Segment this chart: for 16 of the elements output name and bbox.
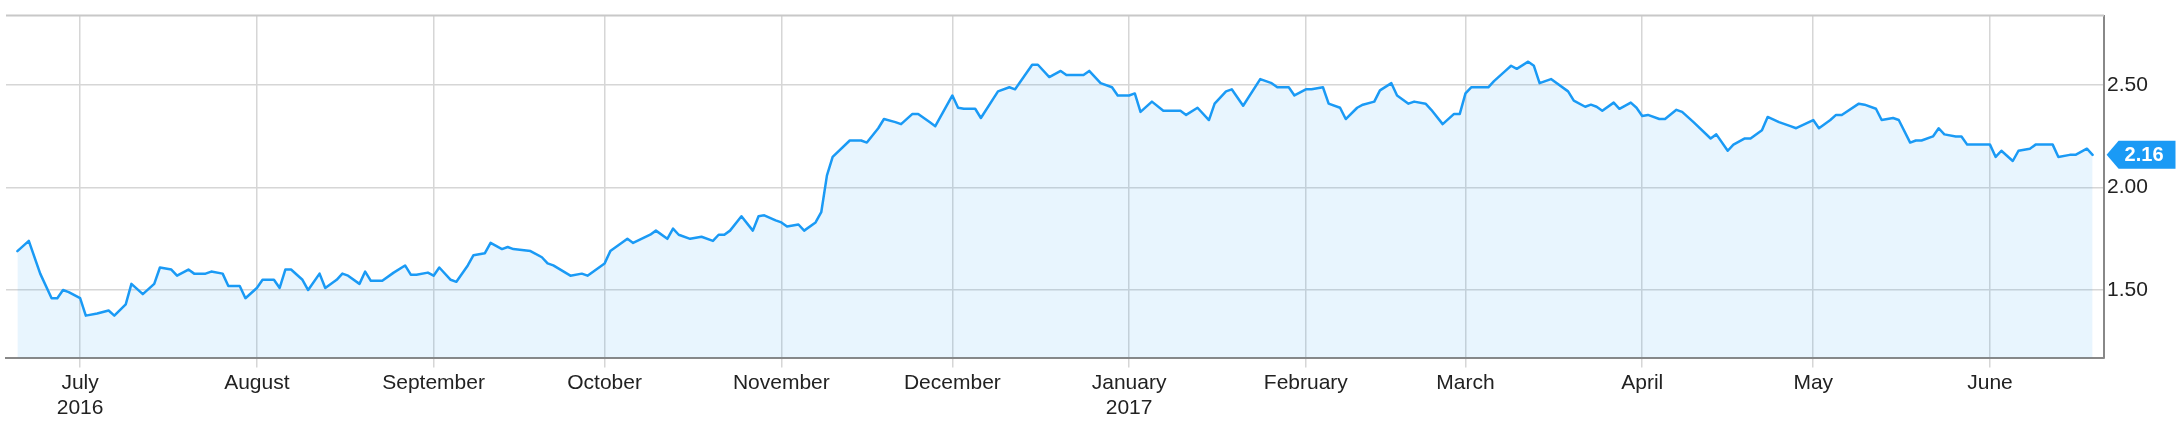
annotation: 2.16: [2124, 143, 2164, 166]
x-tick-label: April: [1621, 370, 1664, 393]
x-tick-label: March: [1436, 370, 1495, 393]
x-tick-label: September: [382, 370, 485, 393]
x-tick-label: January 2017: [1091, 370, 1167, 419]
x-tick-label: December: [903, 370, 1001, 393]
y-tick-label: 2.50: [2107, 72, 2148, 96]
x-tick-label: October: [567, 370, 642, 393]
x-tick-label: May: [1793, 370, 1834, 393]
x-tick-label: August: [224, 370, 290, 393]
y-tick-label: 2.00: [2107, 174, 2148, 198]
x-tick-label: November: [732, 370, 830, 393]
x-tick-label: June: [1967, 370, 2013, 393]
x-tick-label: February: [1263, 370, 1349, 393]
y-tick-label: 1.50: [2107, 276, 2148, 300]
x-tick-label: July 2016: [56, 370, 104, 419]
